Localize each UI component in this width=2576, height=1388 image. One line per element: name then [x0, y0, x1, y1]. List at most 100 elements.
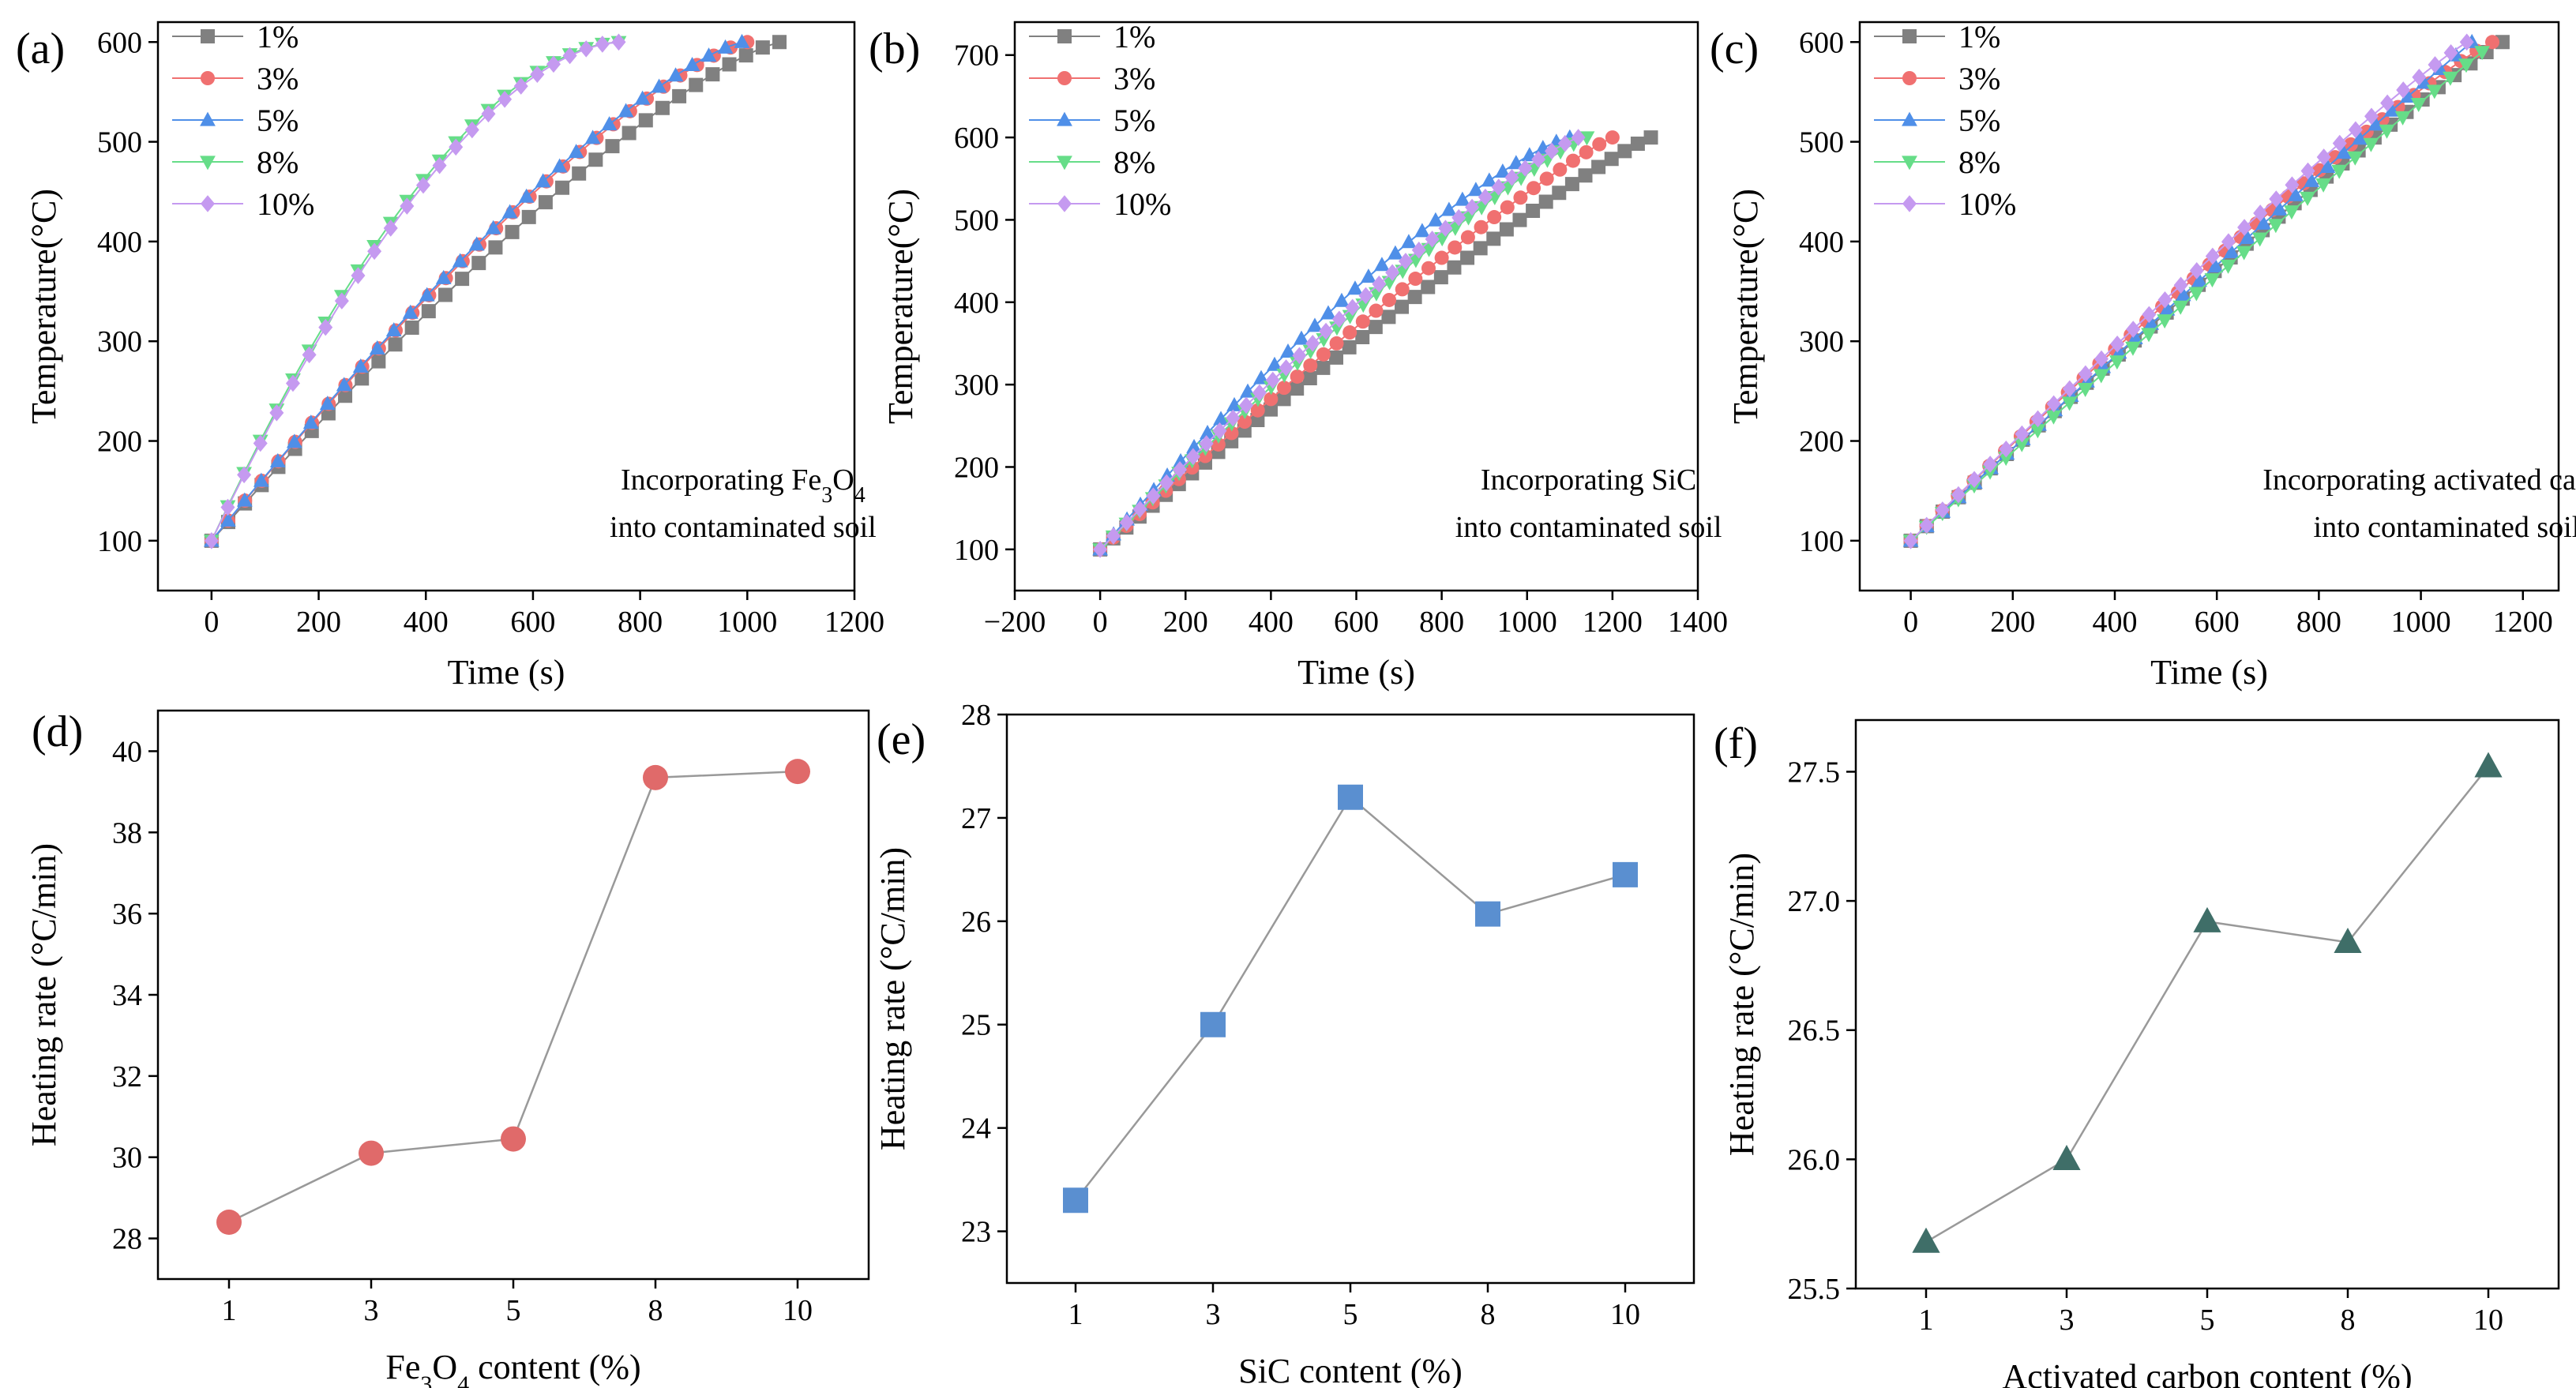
data-point: [684, 57, 700, 72]
data-point: [611, 33, 626, 51]
data-point: [1983, 456, 1998, 473]
x-tick-label: 200: [1163, 606, 1208, 639]
x-tick-label: 1: [222, 1294, 237, 1327]
y-tick-label: 27: [961, 802, 991, 835]
data-point: [464, 121, 479, 139]
panel-f: (f) 25.5 26.0 26.5 27.0 27.5 1 3 5 8 10 Heating rat…: [1714, 718, 2560, 1388]
x-tick-label: 8: [2341, 1304, 2356, 1337]
data-point: [2485, 35, 2500, 50]
data-point: [1407, 290, 1422, 305]
data-point: [638, 113, 653, 128]
data-point: [1552, 186, 1567, 201]
data-point: [359, 1140, 384, 1166]
data-point: [2363, 137, 2379, 152]
data-point: [518, 188, 535, 203]
connector-line: [228, 770, 798, 1224]
data-point: [521, 209, 536, 224]
data-point: [2426, 84, 2443, 99]
data-point: [2300, 162, 2315, 180]
data-point: [634, 90, 651, 105]
y-tick-label: 500: [954, 204, 999, 237]
data-point: [2495, 35, 2510, 50]
data-point: [1613, 861, 1638, 887]
data-point: [1451, 208, 1466, 227]
panel-letter: (e): [877, 715, 926, 764]
x-tick-label: 10: [2473, 1304, 2503, 1337]
y-tick-label: 100: [954, 534, 999, 567]
data-point: [1500, 200, 1515, 215]
data-point: [1395, 282, 1410, 297]
x-tick-label: 1200: [1583, 606, 1643, 639]
legend-marker: [1057, 71, 1072, 85]
x-tick-label: 400: [1249, 606, 1294, 639]
data-point: [667, 67, 684, 82]
data-point: [352, 358, 369, 373]
x-tick-label: 5: [1343, 1298, 1358, 1331]
x-tick-label: 400: [2092, 606, 2137, 639]
data-point: [595, 36, 610, 53]
data-point: [1277, 381, 1292, 396]
series-5%: [203, 33, 750, 547]
panel-letter: (f): [1714, 719, 1758, 768]
data-point: [1331, 310, 1346, 328]
x-axis-label-part: Activated carbon content (%): [2002, 1357, 2412, 1388]
data-point: [385, 322, 402, 337]
y-tick-label: 23: [961, 1216, 991, 1249]
data-point: [1212, 422, 1227, 440]
plot-frame: [156, 21, 856, 592]
legend-item: 8%: [1874, 144, 2000, 180]
data-point: [2255, 215, 2272, 230]
data-point: [734, 33, 750, 48]
data-point: [2240, 229, 2255, 244]
data-point: [1531, 151, 1546, 168]
x-axis-label-part: 3: [420, 1371, 432, 1388]
data-point: [505, 224, 520, 239]
data-point: [1342, 325, 1357, 340]
data-point: [584, 129, 601, 144]
data-point: [501, 204, 518, 219]
legend-item: 8%: [1029, 144, 1155, 180]
data-point: [1605, 130, 1620, 145]
legend-marker: [1057, 195, 1072, 212]
x-tick-label: 800: [2296, 606, 2341, 639]
data-point: [1401, 234, 1417, 249]
data-point: [338, 388, 353, 403]
legend-label: 10%: [257, 186, 314, 222]
data-point: [700, 47, 717, 62]
panel-letter: (a): [16, 24, 65, 73]
data-point: [1486, 231, 1501, 246]
data-point: [488, 240, 503, 255]
data-point: [1421, 261, 1436, 276]
y-axis-label: Heating rate (°C/min): [873, 847, 912, 1150]
legend-item: 3%: [172, 61, 299, 96]
data-point: [319, 396, 336, 411]
data-point: [1381, 309, 1396, 324]
y-tick-label: 27.0: [1788, 885, 1841, 918]
connector-line: [1925, 766, 2489, 1244]
legend-label: 5%: [1113, 103, 1155, 138]
data-point: [1434, 250, 1449, 265]
legend-label: 10%: [1113, 186, 1171, 222]
data-point: [334, 292, 349, 309]
data-point: [1473, 241, 1488, 256]
series-8%: [1902, 46, 2491, 550]
data-point: [1302, 371, 1317, 386]
y-tick-label: 26.0: [1788, 1143, 1841, 1176]
data-point: [2157, 314, 2173, 329]
data-point: [579, 40, 594, 58]
x-tick-label: 0: [1093, 606, 1108, 639]
data-point: [355, 371, 370, 386]
data-point: [1119, 513, 1134, 531]
data-point: [402, 304, 419, 319]
data-point: [1478, 188, 1493, 206]
data-point: [651, 78, 667, 93]
data-point: [471, 256, 486, 271]
x-tick-label: 8: [1481, 1298, 1496, 1331]
data-point: [1491, 178, 1506, 196]
data-point: [618, 103, 634, 118]
legend-item: 3%: [1029, 61, 1155, 96]
data-point: [551, 158, 568, 173]
data-point: [1265, 371, 1280, 389]
data-point: [1358, 287, 1373, 305]
x-tick-label: 600: [1334, 606, 1379, 639]
